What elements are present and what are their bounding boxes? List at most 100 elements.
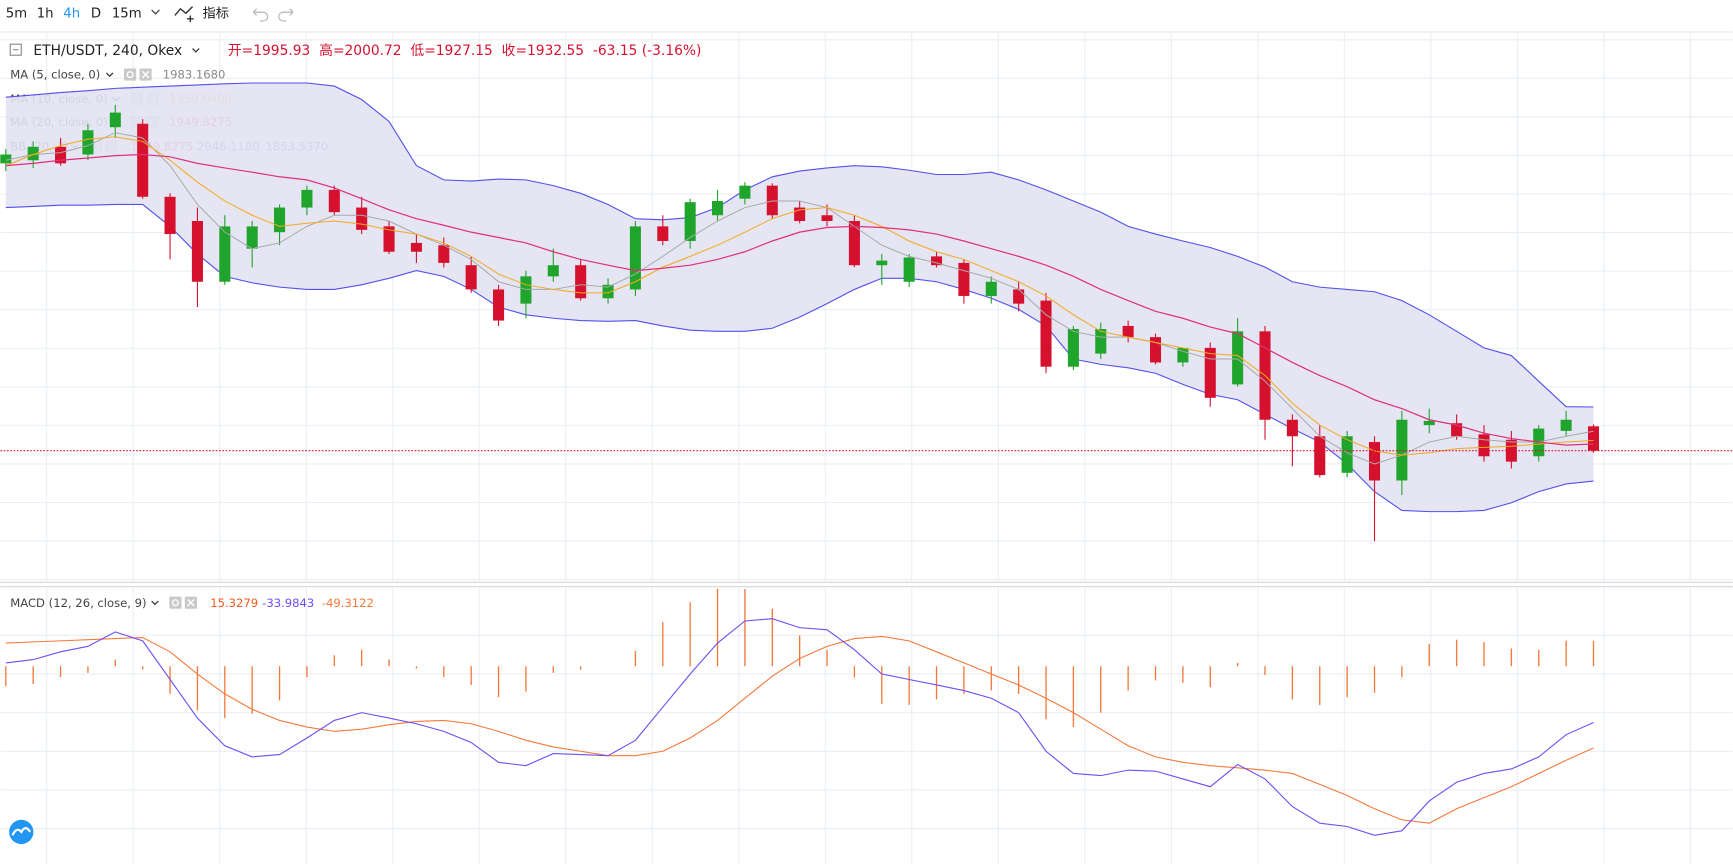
settings-icon[interactable]	[124, 68, 137, 81]
candle-body	[109, 112, 121, 128]
indicator-value: -49.3122	[322, 596, 374, 610]
candle-body	[520, 276, 532, 304]
settings-icon[interactable]	[169, 596, 182, 609]
candle-body	[356, 207, 368, 230]
candle-body	[137, 123, 149, 197]
bb-upper	[5, 82, 1594, 408]
candle-body	[766, 185, 778, 216]
ohlc-value: 1932.55	[527, 43, 584, 59]
ohlc-value: 2000.72	[345, 43, 402, 59]
candle-body	[438, 245, 450, 263]
toolbar: 5m 1h 4h D 15m 指标	[6, 5, 294, 23]
candle-body	[547, 265, 559, 277]
dropdown-chevron[interactable]	[192, 48, 200, 53]
candle-body	[684, 202, 696, 241]
ohlc-label: 高=	[319, 42, 344, 59]
macd-dea-line	[5, 635, 1594, 824]
candle-body	[383, 226, 395, 252]
candle-body	[1040, 300, 1052, 367]
candle-body	[1232, 331, 1244, 385]
candle-body	[410, 242, 422, 252]
interval-dropdown[interactable]	[151, 9, 160, 15]
bb-fill	[5, 82, 1594, 512]
candle-body	[1451, 423, 1463, 437]
candle-body	[82, 130, 94, 155]
logo	[9, 819, 34, 845]
indicator-value: -33.9843	[262, 596, 314, 610]
candle-body	[191, 221, 203, 282]
logo-glyph	[11, 827, 32, 836]
candle-body	[1286, 419, 1298, 437]
candle-body	[1177, 347, 1189, 363]
candle-body	[465, 265, 477, 290]
indicator-name: MACD (12, 26, close, 9)	[10, 596, 146, 610]
ohlc-value: 1995.93	[253, 43, 310, 59]
candle-body	[657, 226, 669, 241]
indicator-icon[interactable]	[174, 6, 194, 23]
moving-average	[5, 132, 1594, 465]
candle-body	[1122, 325, 1134, 338]
ohlc-label: 收=	[502, 43, 527, 59]
interval-button[interactable]: 15m	[112, 6, 142, 21]
macd-dif-line	[5, 618, 1594, 836]
candle-body	[712, 201, 724, 216]
macd-pane	[5, 588, 1595, 836]
interval-button[interactable]: 1h	[37, 6, 54, 21]
interval-button[interactable]: 5m	[6, 6, 27, 21]
symbol-title: ETH/USDT, 240, Okex	[33, 43, 182, 59]
dropdown-chevron[interactable]	[151, 600, 159, 606]
candle-body	[876, 260, 888, 266]
candle-body	[821, 215, 833, 222]
candle-body	[1396, 419, 1408, 481]
interval-button[interactable]: D	[91, 6, 101, 21]
candle-body	[1505, 439, 1517, 462]
indicator-value: 15.3279	[210, 596, 258, 610]
indicator-name: MA (5, close, 0)	[10, 68, 100, 82]
candle-body	[1423, 420, 1435, 426]
candle-body	[1095, 329, 1107, 354]
candle-body	[219, 226, 231, 282]
candle-body	[794, 207, 806, 222]
candle-body	[931, 256, 943, 266]
candle-body	[246, 226, 258, 249]
candle-body	[1368, 442, 1381, 481]
ohlc-header: 开=1995.93 高=2000.72 低=1927.15 收=1932.55 -63.…	[228, 42, 701, 59]
ohlc-label: 低=	[410, 43, 435, 59]
candle-body	[274, 207, 286, 233]
candle-body	[1478, 434, 1490, 457]
candle-body	[301, 189, 313, 208]
undo-button[interactable]	[252, 8, 269, 22]
candle-body	[848, 221, 860, 266]
candle-body	[493, 289, 505, 321]
candle-body	[328, 189, 340, 213]
price-pane	[0, 82, 1733, 542]
candle-body	[0, 154, 12, 164]
moving-average	[5, 136, 1594, 456]
candle-body	[739, 185, 751, 199]
ohlc-label: 开=	[228, 43, 253, 59]
candle-body	[958, 262, 970, 296]
candle-body	[575, 265, 587, 299]
interval-button[interactable]: 4h	[63, 6, 80, 21]
candle-body	[1587, 426, 1600, 451]
candle-body	[1204, 347, 1216, 398]
remove-icon-glyph	[141, 70, 150, 79]
dropdown-chevron[interactable]	[105, 72, 114, 78]
settings-icon-glyph	[126, 71, 134, 79]
candle-body	[1341, 436, 1353, 473]
settings-icon-glyph	[171, 599, 179, 607]
price-change: -63.15 (-3.16%)	[593, 43, 701, 59]
collapse-button[interactable]	[9, 43, 22, 56]
redo-button[interactable]	[278, 8, 294, 22]
candle-body	[164, 196, 176, 235]
candle-body	[629, 226, 641, 290]
candle-body	[1560, 419, 1572, 431]
candle-body	[55, 146, 67, 164]
indicator-button[interactable]: 指标	[202, 5, 229, 21]
candle-body	[1013, 289, 1025, 304]
candle-body	[1314, 436, 1326, 476]
candle-body	[602, 284, 614, 299]
candle-body	[903, 257, 915, 282]
